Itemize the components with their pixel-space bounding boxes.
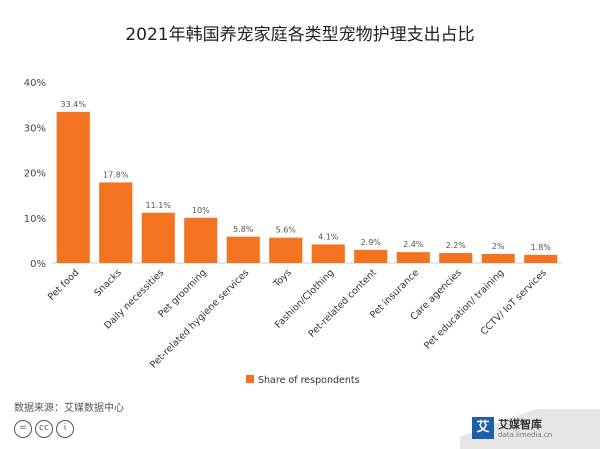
bar <box>481 253 515 263</box>
brand-url: data.iimedia.cn <box>498 431 553 439</box>
data-label: 33.4% <box>61 100 87 109</box>
brand-name: 艾媒智库 <box>498 418 542 431</box>
bar <box>354 249 388 263</box>
y-tick-label: 20% <box>24 169 46 180</box>
data-label: 2.9% <box>361 238 382 247</box>
bar <box>396 252 430 263</box>
y-tick-label: 30% <box>24 123 46 134</box>
data-label: 11.1% <box>146 201 172 210</box>
data-label: 2.4% <box>403 240 424 249</box>
bar <box>269 237 303 263</box>
data-label: 5.6% <box>276 226 297 235</box>
data-label: 2% <box>492 242 505 251</box>
bar <box>56 111 90 264</box>
legend-label: Share of respondents <box>258 375 360 386</box>
x-tick-label: Toys <box>271 267 294 290</box>
y-tick-label: 40% <box>24 78 46 89</box>
bar <box>141 212 175 263</box>
brand-icon: 艾 <box>472 417 494 439</box>
no-derivatives-icon: = <box>14 420 32 438</box>
data-label: 4.1% <box>318 232 339 241</box>
data-label: 1.8% <box>531 243 552 252</box>
brand-logo: 艾 艾媒智库 data.iimedia.cn <box>460 409 600 449</box>
bar <box>524 254 558 263</box>
data-label: 2.2% <box>446 241 467 250</box>
data-label: 17.8% <box>103 170 129 179</box>
attribution-icon: i <box>56 420 74 438</box>
y-tick-label: 0% <box>30 259 46 270</box>
license-icons: = cc i <box>14 420 74 438</box>
bar <box>99 182 133 263</box>
bar <box>311 244 345 263</box>
creative-commons-icon: cc <box>35 420 53 438</box>
data-label: 10% <box>192 206 210 215</box>
bar <box>439 253 473 263</box>
x-tick-label: Snacks <box>92 267 124 299</box>
x-tick-label: Pet food <box>46 267 81 302</box>
legend-swatch <box>246 375 254 383</box>
bar <box>226 236 260 263</box>
chart-title: 2021年韩国养宠家庭各类型宠物护理支出占比 <box>125 25 475 45</box>
y-tick-label: 10% <box>24 214 46 225</box>
x-tick-label: Pet education/ training <box>422 267 506 351</box>
data-label: 5.8% <box>233 225 254 234</box>
bar <box>184 217 218 263</box>
data-source: 数据来源：艾媒数据中心 <box>14 403 124 414</box>
